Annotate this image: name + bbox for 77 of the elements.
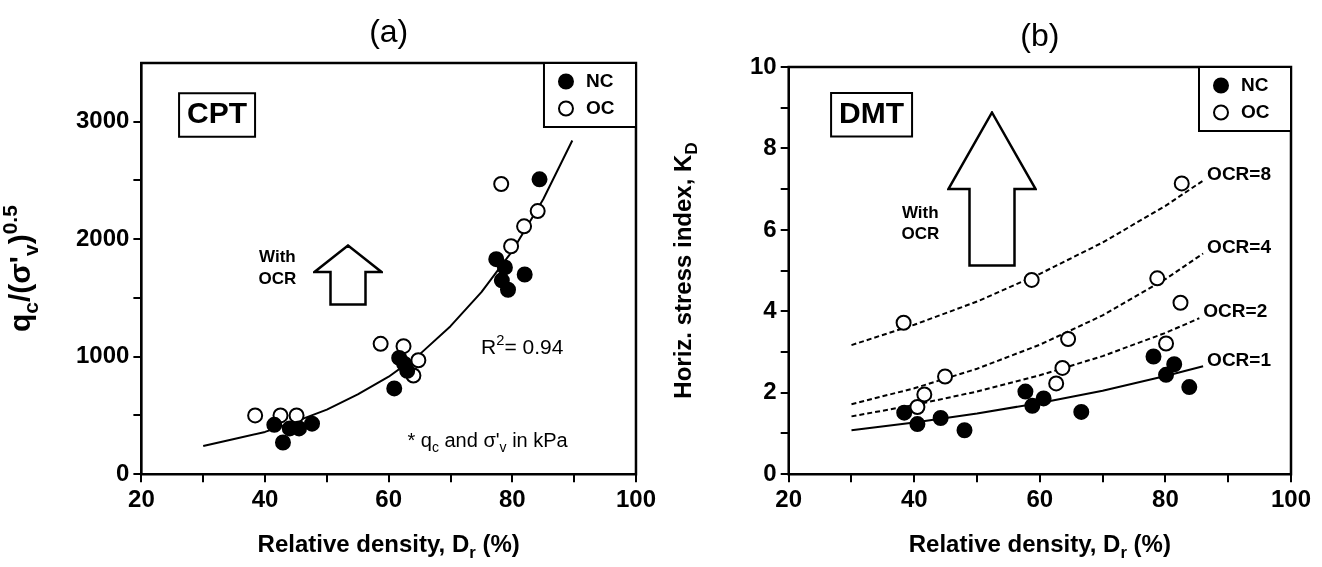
point	[1023, 271, 1040, 288]
legend-label: NC	[585, 69, 614, 91]
y-tick-label: 1000	[76, 341, 130, 369]
y-tick-label: 0	[116, 458, 130, 486]
annotation: With OCR	[258, 247, 297, 288]
point	[247, 407, 264, 424]
line-series	[850, 179, 1205, 347]
point	[496, 259, 513, 276]
chart-title: (a)	[369, 12, 409, 49]
point	[937, 368, 954, 385]
y-tick-label: 0	[763, 458, 777, 486]
x-tick-label: 80	[1152, 485, 1179, 513]
point	[1145, 348, 1162, 365]
legend-label: OC	[585, 96, 615, 118]
x-tick-label: 60	[375, 485, 403, 513]
point	[516, 218, 533, 235]
y-axis-title: qc/(σ'v)0.5	[0, 204, 43, 333]
point	[266, 416, 283, 433]
point	[500, 281, 516, 298]
point	[529, 203, 546, 220]
point	[1060, 331, 1077, 348]
y-tick-label: 4	[763, 295, 778, 323]
point	[1017, 383, 1034, 400]
x-tick-label: 20	[128, 485, 155, 513]
point	[1181, 379, 1198, 396]
x-tick-label: 40	[251, 485, 279, 513]
y-tick-label: 10	[749, 51, 777, 79]
point	[1024, 397, 1041, 414]
point	[896, 404, 913, 421]
x-tick-label: 40	[900, 485, 928, 513]
point	[1172, 294, 1189, 311]
point	[372, 335, 389, 352]
y-tick-label: 2	[763, 377, 777, 405]
point	[956, 422, 973, 439]
point	[493, 176, 510, 193]
point	[386, 380, 403, 397]
point	[1166, 356, 1183, 373]
series-label: OCR=1	[1207, 348, 1272, 370]
point	[304, 415, 321, 432]
point	[503, 238, 520, 255]
legend-label: NC	[1241, 73, 1269, 95]
series-label: OCR=4	[1207, 235, 1272, 257]
y-tick-label: 8	[763, 133, 777, 161]
point	[274, 434, 291, 451]
point	[1173, 175, 1190, 192]
point	[531, 171, 548, 188]
series-label: OCR=2	[1203, 300, 1268, 322]
x-tick-label: 60	[1026, 485, 1054, 513]
y-axis-title: Horiz. stress index, KD	[668, 142, 702, 399]
annotation: CPT	[187, 96, 248, 130]
point	[909, 399, 926, 416]
point	[1158, 335, 1175, 352]
x-tick-label: 100	[1270, 485, 1312, 513]
point	[1158, 366, 1175, 383]
point	[895, 314, 912, 331]
point	[1048, 375, 1065, 392]
legend-label: OC	[1241, 100, 1270, 122]
point	[516, 266, 533, 283]
point	[410, 352, 427, 369]
x-tick-label: 80	[498, 485, 526, 513]
y-tick-label: 2000	[76, 223, 130, 251]
point	[1073, 403, 1090, 420]
y-tick-label: 3000	[76, 106, 130, 134]
annotation: DMT	[839, 95, 905, 129]
point	[916, 386, 933, 403]
point	[909, 416, 926, 433]
line-series	[850, 252, 1205, 406]
x-tick-label: 20	[775, 485, 803, 513]
x-tick-label: 100	[615, 485, 656, 513]
chart-title: (b)	[1020, 16, 1060, 53]
point	[932, 410, 949, 427]
annotation: With OCR	[901, 203, 940, 244]
point	[1149, 270, 1166, 287]
series-label: OCR=8	[1207, 162, 1271, 184]
point	[1054, 359, 1071, 376]
point	[1035, 390, 1052, 407]
y-tick-label: 6	[763, 214, 777, 242]
